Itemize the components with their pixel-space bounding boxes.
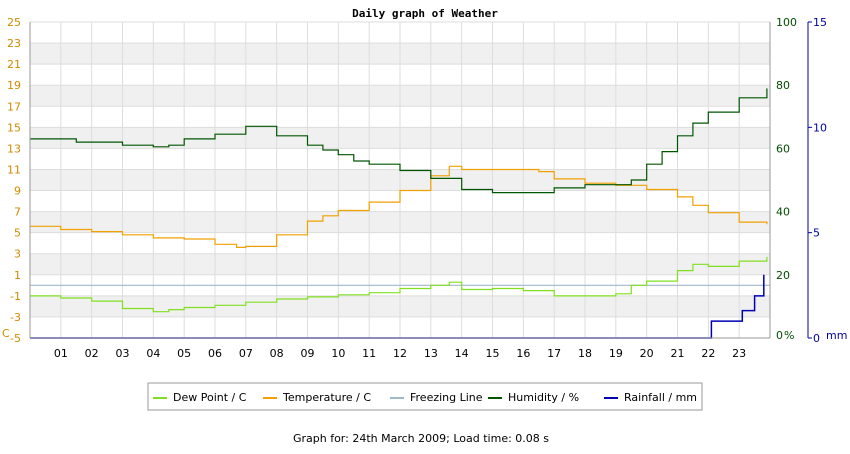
left-tick-label: 15	[7, 121, 21, 134]
left-tick-label: 3	[14, 248, 21, 261]
series-line-dew-point-c	[30, 256, 768, 313]
x-tick-label: 22	[701, 347, 715, 360]
left-tick-label: -3	[10, 311, 21, 324]
rain-tick-label: 5	[813, 227, 820, 240]
x-tick-label: 05	[177, 347, 191, 360]
x-tick-label: 08	[270, 347, 284, 360]
x-tick-label: 16	[516, 347, 530, 360]
left-tick-label: 13	[7, 142, 21, 155]
left-axis-unit: C	[2, 327, 10, 340]
x-tick-label: 06	[208, 347, 222, 360]
left-tick-label: 19	[7, 79, 21, 92]
left-tick-label: 1	[14, 269, 21, 282]
rain-axis-ticks: 0 5 10 15	[808, 16, 827, 345]
legend-box	[147, 382, 703, 411]
series-line-humidity	[30, 88, 768, 194]
x-tick-label: 21	[671, 347, 685, 360]
humidity-axis-unit: %	[784, 329, 794, 342]
footer-text: Graph for: 24th March 2009; Load time: 0…	[293, 432, 549, 445]
left-tick-label: 5	[14, 227, 21, 240]
legend-label: Temperature / C	[282, 391, 371, 404]
rain-axis-unit: mm	[826, 329, 847, 342]
left-tick-label: 9	[14, 185, 21, 198]
legend-label: Humidity / %	[508, 391, 579, 404]
rain-tick-label: 15	[813, 16, 827, 29]
legend-label: Rainfall / mm	[624, 391, 697, 404]
x-tick-label: 01	[54, 347, 68, 360]
series-line-temperature-c	[30, 165, 768, 248]
x-tick-label: 17	[547, 347, 561, 360]
x-tick-label: 11	[362, 347, 376, 360]
humidity-axis-ticks: 20 40 60 80 100 0	[776, 16, 797, 342]
legend-label: Freezing Line	[410, 391, 483, 404]
left-tick-label: 17	[7, 100, 21, 113]
x-tick-label: 07	[239, 347, 253, 360]
left-tick-label: -1	[10, 290, 21, 303]
humidity-tick-label: 100	[776, 16, 797, 29]
x-axis-ticks: 01 02 03 04 05 06 07 08 09 10 11 12 13 14 15 16 17 18 19 20…	[54, 347, 746, 360]
legend: Dew Point / C Temperature / C Freezing Lin…	[153, 391, 697, 404]
legend-label: Dew Point / C	[173, 391, 247, 404]
left-tick-label: -5	[10, 332, 21, 345]
x-tick-label: 10	[331, 347, 345, 360]
left-tick-label: 23	[7, 37, 21, 50]
left-tick-label: 21	[7, 58, 21, 71]
x-tick-label: 09	[301, 347, 315, 360]
x-tick-label: 19	[609, 347, 623, 360]
rain-tick-label: 0	[813, 332, 820, 345]
humidity-tick-label: 60	[776, 142, 790, 155]
x-tick-label: 20	[640, 347, 654, 360]
chart-title: Daily graph of Weather	[352, 7, 498, 20]
humidity-tick-label: 20	[776, 269, 790, 282]
x-tick-label: 03	[116, 347, 130, 360]
left-tick-label: 25	[7, 16, 21, 29]
left-tick-label: 7	[14, 206, 21, 219]
series-layer	[30, 88, 770, 339]
humidity-tick-label: 40	[776, 206, 790, 219]
x-tick-label: 04	[146, 347, 160, 360]
x-tick-label: 18	[578, 347, 592, 360]
x-tick-label: 14	[455, 347, 469, 360]
x-tick-label: 13	[424, 347, 438, 360]
left-tick-label: 11	[7, 163, 21, 176]
x-tick-label: 12	[393, 347, 407, 360]
humidity-tick-label: 80	[776, 79, 790, 92]
rain-tick-label: 10	[813, 121, 827, 134]
axes	[29, 22, 809, 339]
x-tick-label: 23	[732, 347, 746, 360]
series-line-rainfall-mm	[30, 274, 765, 339]
x-tick-label: 15	[486, 347, 500, 360]
humidity-tick-label: 0	[776, 329, 783, 342]
x-tick-label: 02	[85, 347, 99, 360]
